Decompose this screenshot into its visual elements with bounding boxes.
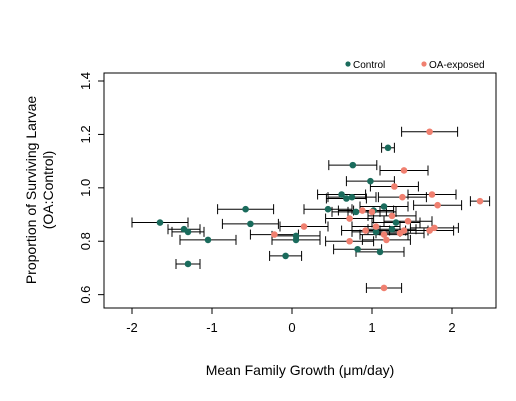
legend-label-control: Control bbox=[353, 60, 385, 71]
point-control bbox=[184, 228, 192, 236]
point-oa-exposed bbox=[399, 193, 406, 201]
x-axis: -2 -1 0 1 2 bbox=[126, 308, 456, 335]
point-oa-exposed bbox=[300, 223, 308, 230]
point-oa-exposed bbox=[391, 183, 398, 190]
point-control bbox=[376, 248, 384, 256]
x-tick-label: 2 bbox=[448, 320, 455, 335]
point-control bbox=[324, 205, 332, 213]
legend-label-oa-exposed: OA-exposed bbox=[429, 60, 485, 71]
y-tick-label: 1.4 bbox=[78, 72, 93, 90]
point-control bbox=[338, 191, 345, 198]
point-oa-exposed bbox=[368, 208, 376, 216]
y-tick-label: 0.8 bbox=[78, 232, 93, 250]
y-axis-title-line1: Proportion of Surviving Larvae bbox=[23, 96, 39, 285]
point-control bbox=[349, 161, 357, 169]
y-axis-title-line2: (OA:Control) bbox=[40, 151, 56, 230]
point-control bbox=[352, 208, 360, 216]
point-control bbox=[384, 144, 392, 152]
point-control bbox=[348, 193, 356, 201]
point-control bbox=[380, 203, 388, 210]
point-oa-exposed bbox=[400, 167, 408, 174]
point-oa-exposed bbox=[346, 215, 353, 222]
point-control bbox=[372, 228, 380, 236]
point-oa-exposed bbox=[383, 236, 390, 244]
error-bars bbox=[131, 126, 491, 293]
point-oa-exposed bbox=[380, 284, 388, 292]
point-control bbox=[388, 225, 396, 233]
point-control bbox=[392, 219, 400, 226]
x-tick-label: 1 bbox=[368, 320, 375, 335]
y-tick-label: 1.2 bbox=[78, 125, 93, 143]
point-control bbox=[204, 236, 212, 244]
point-control bbox=[292, 232, 300, 240]
point-control bbox=[354, 245, 361, 253]
point-control bbox=[184, 260, 192, 268]
plot-frame bbox=[103, 72, 497, 309]
point-oa-exposed bbox=[362, 227, 369, 234]
x-tick-label: -2 bbox=[126, 320, 138, 335]
point-control bbox=[247, 220, 254, 228]
point-oa-exposed bbox=[476, 197, 484, 205]
data-points bbox=[156, 128, 484, 292]
x-tick-label: -1 bbox=[206, 320, 218, 335]
point-oa-exposed bbox=[428, 191, 436, 198]
legend: Control OA-exposed bbox=[345, 60, 485, 71]
y-tick-label: 1.0 bbox=[78, 179, 93, 197]
point-oa-exposed bbox=[431, 224, 438, 232]
legend-marker-control bbox=[345, 61, 351, 67]
point-control bbox=[156, 219, 164, 226]
point-control bbox=[367, 177, 374, 185]
point-oa-exposed bbox=[359, 207, 366, 214]
point-oa-exposed bbox=[400, 227, 408, 234]
point-oa-exposed bbox=[434, 201, 441, 209]
point-oa-exposed bbox=[404, 217, 412, 225]
point-oa-exposed bbox=[388, 212, 396, 220]
point-control bbox=[343, 195, 350, 202]
point-oa-exposed bbox=[346, 237, 353, 245]
y-axis: 0.6 0.8 1.0 1.2 1.4 bbox=[78, 72, 104, 304]
point-oa-exposed bbox=[271, 231, 278, 238]
point-oa-exposed bbox=[380, 231, 388, 238]
point-oa-exposed bbox=[426, 227, 433, 234]
point-control bbox=[242, 205, 249, 213]
y-tick-label: 0.6 bbox=[78, 286, 93, 304]
x-tick-label: 0 bbox=[288, 320, 295, 335]
point-oa-exposed bbox=[426, 128, 433, 136]
x-axis-title: Mean Family Growth (μm/day) bbox=[206, 362, 395, 378]
point-oa-exposed bbox=[372, 223, 380, 230]
point-control bbox=[282, 252, 289, 260]
legend-marker-oa-exposed bbox=[421, 61, 427, 67]
